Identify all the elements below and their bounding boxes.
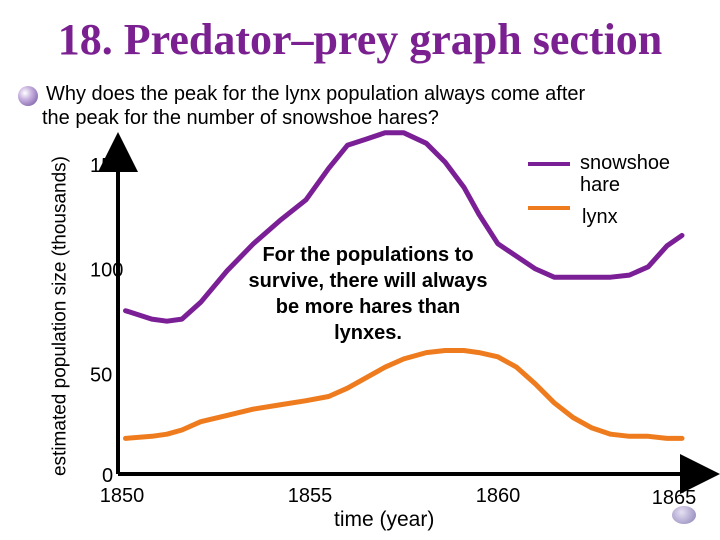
- bullet-icon: [18, 86, 38, 106]
- y-tick-label: 50: [90, 364, 112, 386]
- question-text: Why does the peak for the lynx populatio…: [42, 82, 706, 129]
- tick-labels: 0 50 100 150 1850 1855 1860 1865: [90, 155, 696, 509]
- legend-hare-label: snowshoe hare: [580, 152, 671, 196]
- legend-lynx-label: lynx: [582, 206, 618, 228]
- y-tick-label: 150: [90, 155, 123, 177]
- series-layer: [123, 130, 685, 441]
- series-line-snowshoe-hare: [123, 130, 685, 324]
- y-tick-label: 0: [102, 465, 113, 487]
- page-number-badge: [672, 506, 696, 524]
- y-tick-label: 100: [90, 260, 123, 282]
- x-tick-label: 1860: [476, 485, 521, 507]
- legend-hare-swatch: [528, 162, 570, 166]
- slide-title: 18. Predator–prey graph section: [57, 15, 663, 64]
- x-tick-label: 1850: [100, 485, 145, 507]
- question-line-2: the peak for the number of snowshoe hare…: [42, 107, 439, 129]
- series-line-lynx: [123, 348, 685, 441]
- question-line-1: Why does the peak for the lynx populatio…: [46, 83, 586, 105]
- legend-lynx-swatch: [528, 206, 570, 210]
- annotation-note: For the populations to survive, there wi…: [248, 244, 488, 344]
- x-tick-label: 1865: [652, 487, 697, 509]
- x-axis-label: time (year): [334, 508, 435, 531]
- x-tick-label: 1855: [288, 485, 333, 507]
